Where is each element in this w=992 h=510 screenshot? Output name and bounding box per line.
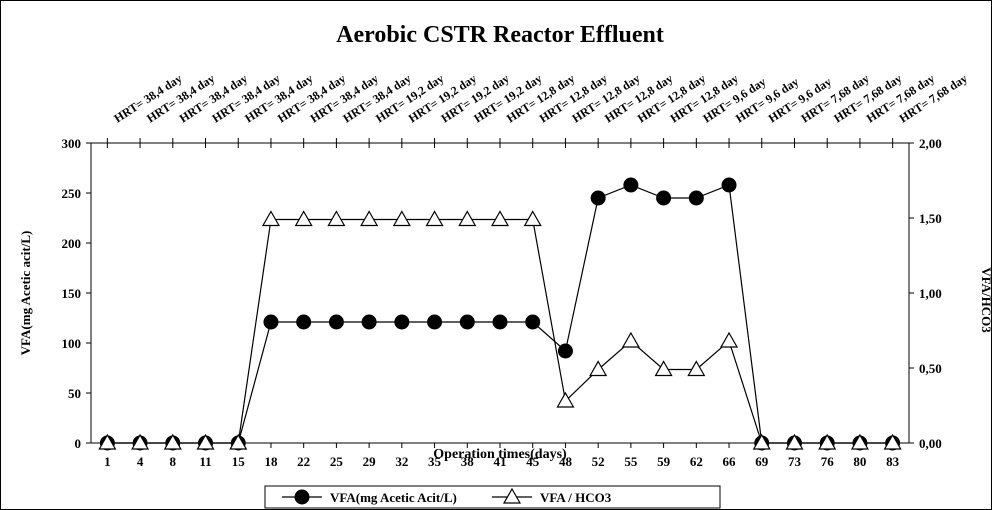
x-axis-label: Operation times(days) bbox=[433, 447, 567, 462]
x-tick-label: 11 bbox=[199, 454, 211, 469]
x-tick-label: 76 bbox=[821, 454, 835, 469]
x-tick-label: 22 bbox=[297, 454, 310, 469]
marker bbox=[850, 433, 869, 450]
marker bbox=[361, 314, 377, 330]
y-axis-label: VFA(mg Acetic acit/L) bbox=[18, 231, 33, 356]
x-tick-label: 80 bbox=[853, 454, 866, 469]
marker bbox=[492, 314, 508, 330]
series-line bbox=[107, 218, 893, 444]
chart-title: Aerobic CSTR Reactor Effluent bbox=[336, 22, 664, 48]
marker bbox=[590, 190, 606, 206]
legend-label: VFA / HCO3 bbox=[540, 490, 612, 505]
x-tick-label: 4 bbox=[137, 454, 144, 469]
x-tick-label: 55 bbox=[624, 454, 638, 469]
marker bbox=[688, 190, 704, 206]
marker bbox=[98, 433, 117, 450]
marker bbox=[525, 314, 541, 330]
y2-axis-label: VFA/HCO3 bbox=[979, 267, 992, 333]
marker bbox=[261, 210, 280, 227]
marker bbox=[360, 210, 379, 227]
marker bbox=[656, 190, 672, 206]
x-tick-label: 52 bbox=[592, 454, 605, 469]
y-tick-label: 50 bbox=[68, 386, 81, 401]
marker bbox=[394, 314, 410, 330]
marker bbox=[556, 391, 575, 408]
marker bbox=[131, 433, 150, 450]
legend-marker bbox=[502, 487, 522, 504]
marker bbox=[458, 210, 477, 227]
x-tick-label: 59 bbox=[657, 454, 671, 469]
y2-tick-label: 0,50 bbox=[919, 361, 942, 376]
marker bbox=[229, 433, 248, 450]
y2-tick-label: 0,00 bbox=[919, 436, 942, 451]
marker bbox=[623, 177, 639, 193]
marker bbox=[752, 433, 771, 450]
marker bbox=[687, 360, 706, 377]
marker bbox=[328, 314, 344, 330]
x-tick-label: 73 bbox=[788, 454, 802, 469]
x-tick-label: 8 bbox=[170, 454, 177, 469]
x-tick-label: 69 bbox=[755, 454, 769, 469]
x-tick-label: 48 bbox=[559, 454, 573, 469]
x-tick-label: 25 bbox=[330, 454, 344, 469]
marker bbox=[425, 210, 444, 227]
x-tick-label: 35 bbox=[428, 454, 442, 469]
x-tick-label: 32 bbox=[395, 454, 408, 469]
marker bbox=[523, 210, 542, 227]
y2-tick-label: 1,00 bbox=[919, 286, 942, 301]
marker bbox=[459, 314, 475, 330]
y-tick-label: 300 bbox=[62, 136, 82, 151]
y2-tick-label: 2,00 bbox=[919, 136, 942, 151]
legend-marker bbox=[294, 489, 310, 505]
marker bbox=[163, 433, 182, 450]
marker bbox=[557, 343, 573, 359]
x-tick-label: 41 bbox=[494, 454, 507, 469]
marker bbox=[654, 360, 673, 377]
x-tick-label: 83 bbox=[886, 454, 900, 469]
marker bbox=[883, 433, 902, 450]
marker bbox=[785, 433, 804, 450]
x-tick-label: 29 bbox=[363, 454, 377, 469]
marker bbox=[263, 314, 279, 330]
x-tick-label: 18 bbox=[264, 454, 278, 469]
marker bbox=[294, 210, 313, 227]
marker bbox=[621, 331, 640, 348]
y-tick-label: 250 bbox=[62, 186, 82, 201]
x-tick-label: 45 bbox=[526, 454, 540, 469]
marker bbox=[490, 210, 510, 227]
marker bbox=[818, 433, 837, 450]
marker bbox=[427, 314, 443, 330]
x-tick-label: 15 bbox=[232, 454, 246, 469]
marker bbox=[296, 314, 312, 330]
y-tick-label: 150 bbox=[62, 286, 82, 301]
y2-tick-label: 1,50 bbox=[919, 211, 942, 226]
y-tick-label: 200 bbox=[62, 236, 82, 251]
marker bbox=[327, 210, 346, 227]
marker bbox=[392, 210, 411, 227]
legend-label: VFA(mg Acetic Acit/L) bbox=[330, 490, 457, 505]
x-tick-label: 62 bbox=[690, 454, 703, 469]
y-tick-label: 0 bbox=[75, 436, 82, 451]
plot-area bbox=[90, 142, 910, 444]
marker bbox=[589, 360, 608, 377]
x-tick-label: 66 bbox=[723, 454, 737, 469]
marker bbox=[720, 331, 739, 348]
x-tick-label: 38 bbox=[461, 454, 475, 469]
x-tick-label: 1 bbox=[104, 454, 111, 469]
marker bbox=[196, 433, 215, 450]
marker bbox=[721, 177, 737, 193]
y-tick-label: 100 bbox=[62, 336, 82, 351]
